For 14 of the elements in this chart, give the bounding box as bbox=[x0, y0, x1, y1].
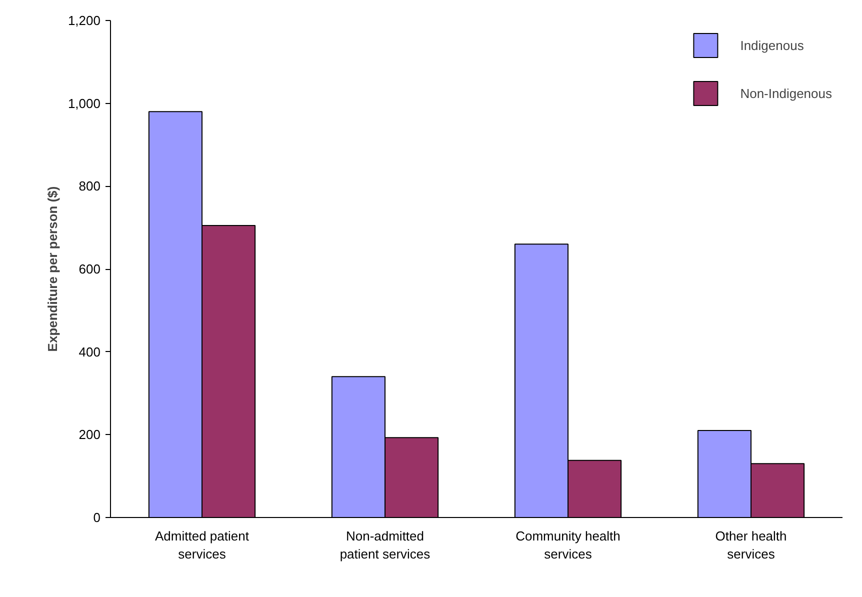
legend-label: Indigenous bbox=[740, 38, 804, 52]
y-tick-label: 400 bbox=[78, 344, 101, 360]
y-axis-title: Expenditure per person ($) bbox=[44, 186, 60, 352]
y-tick-label: 800 bbox=[78, 178, 101, 194]
x-tick-label: Admitted patient services bbox=[155, 528, 250, 562]
x-tick-label: Other health services bbox=[715, 528, 787, 562]
y-tick-label: 1,200 bbox=[68, 13, 101, 28]
y-tick-label: 200 bbox=[78, 427, 101, 442]
x-tick-label: Non-admitted patient services bbox=[340, 528, 431, 562]
y-tick-label: 0 bbox=[93, 510, 101, 525]
y-tick-label: 1,000 bbox=[68, 96, 101, 111]
x-tick-label: Community health services bbox=[516, 528, 620, 562]
y-tick-label: 600 bbox=[78, 262, 101, 276]
legend-label: Non-Indigenous bbox=[740, 86, 832, 100]
